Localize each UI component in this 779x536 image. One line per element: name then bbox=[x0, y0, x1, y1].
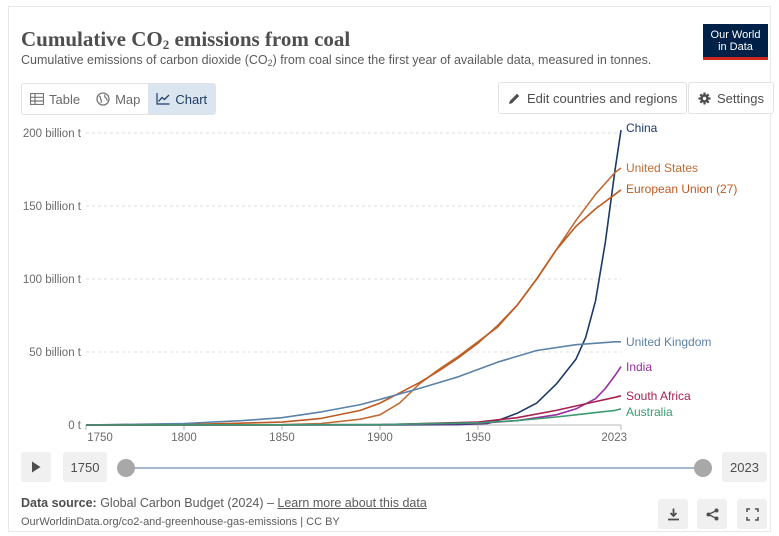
y-tick-label: 100 billion t bbox=[23, 274, 82, 286]
series-label[interactable]: South Africa bbox=[626, 389, 691, 403]
globe-icon bbox=[96, 92, 110, 106]
series-label[interactable]: United States bbox=[626, 161, 698, 175]
settings-button[interactable]: Settings bbox=[688, 82, 774, 114]
download-icon bbox=[667, 508, 679, 520]
gear-icon bbox=[698, 92, 711, 104]
tab-table-label: Table bbox=[49, 91, 81, 107]
edit-countries-button[interactable]: Edit countries and regions bbox=[498, 82, 688, 114]
view-tabs: Table Map Chart bbox=[21, 83, 217, 115]
series-label[interactable]: China bbox=[626, 121, 658, 135]
chart-frame bbox=[8, 6, 771, 532]
fullscreen-button[interactable] bbox=[737, 499, 767, 529]
line-chart-icon bbox=[156, 93, 170, 105]
series-line-united-states bbox=[86, 167, 622, 426]
chart-subtitle: Cumulative emissions of carbon dioxide (… bbox=[21, 53, 652, 68]
x-tick-label: 1850 bbox=[269, 432, 295, 444]
x-tick-label: 1750 bbox=[87, 432, 113, 444]
learn-more-link[interactable]: Learn more about this data bbox=[277, 496, 427, 510]
timeline-end-year[interactable]: 2023 bbox=[722, 452, 767, 482]
owid-logo[interactable]: Our World in Data bbox=[703, 24, 768, 60]
edit-countries-label: Edit countries and regions bbox=[527, 90, 678, 106]
series-label[interactable]: United Kingdom bbox=[626, 335, 711, 349]
timeline-end-handle[interactable] bbox=[694, 459, 712, 477]
y-tick-label: 50 billion t bbox=[29, 347, 82, 359]
x-tick-label: 2023 bbox=[601, 432, 627, 444]
series-line-united-kingdom bbox=[85, 340, 621, 426]
tab-chart[interactable]: Chart bbox=[148, 84, 216, 114]
fullscreen-icon bbox=[745, 507, 759, 521]
source-url: OurWorldinData.org/co2-and-greenhouse-ga… bbox=[21, 516, 340, 528]
share-button[interactable] bbox=[697, 499, 727, 529]
tab-map[interactable]: Map bbox=[88, 84, 148, 114]
share-icon bbox=[706, 508, 718, 520]
series-label[interactable]: Australia bbox=[626, 405, 673, 419]
x-tick-label: 1800 bbox=[171, 432, 197, 444]
y-tick-label: 150 billion t bbox=[23, 201, 82, 213]
table-icon bbox=[30, 93, 44, 105]
series-line-australia bbox=[85, 408, 622, 426]
data-source: Data source: Global Carbon Budget (2024)… bbox=[21, 496, 427, 510]
settings-label: Settings bbox=[717, 90, 764, 106]
timeline-start-handle[interactable] bbox=[117, 459, 135, 477]
y-tick-label: 200 billion t bbox=[23, 128, 82, 140]
play-icon bbox=[32, 461, 41, 473]
x-tick-label: 1900 bbox=[367, 432, 393, 444]
line-chart: 0 t 50 billion t 100 billion t 150 billion … bbox=[23, 121, 738, 444]
play-button[interactable] bbox=[21, 452, 51, 482]
timeline-track[interactable] bbox=[126, 467, 703, 469]
y-tick-label: 0 t bbox=[68, 420, 82, 432]
tab-chart-label: Chart bbox=[175, 91, 208, 107]
x-tick-label: 1950 bbox=[465, 432, 491, 444]
download-button[interactable] bbox=[658, 499, 688, 529]
series-label[interactable]: European Union (27) bbox=[626, 182, 737, 196]
timeline-start-year[interactable]: 1750 bbox=[63, 452, 107, 482]
series-line-india bbox=[85, 366, 622, 426]
series-label[interactable]: India bbox=[626, 360, 652, 374]
chart-title: Cumulative CO2 emissions from coal bbox=[21, 27, 351, 52]
series-line-european-union-27 bbox=[85, 189, 622, 426]
pencil-icon bbox=[509, 93, 520, 104]
series-line-china bbox=[86, 129, 622, 426]
tab-table[interactable]: Table bbox=[22, 84, 88, 114]
tab-map-label: Map bbox=[115, 91, 141, 107]
